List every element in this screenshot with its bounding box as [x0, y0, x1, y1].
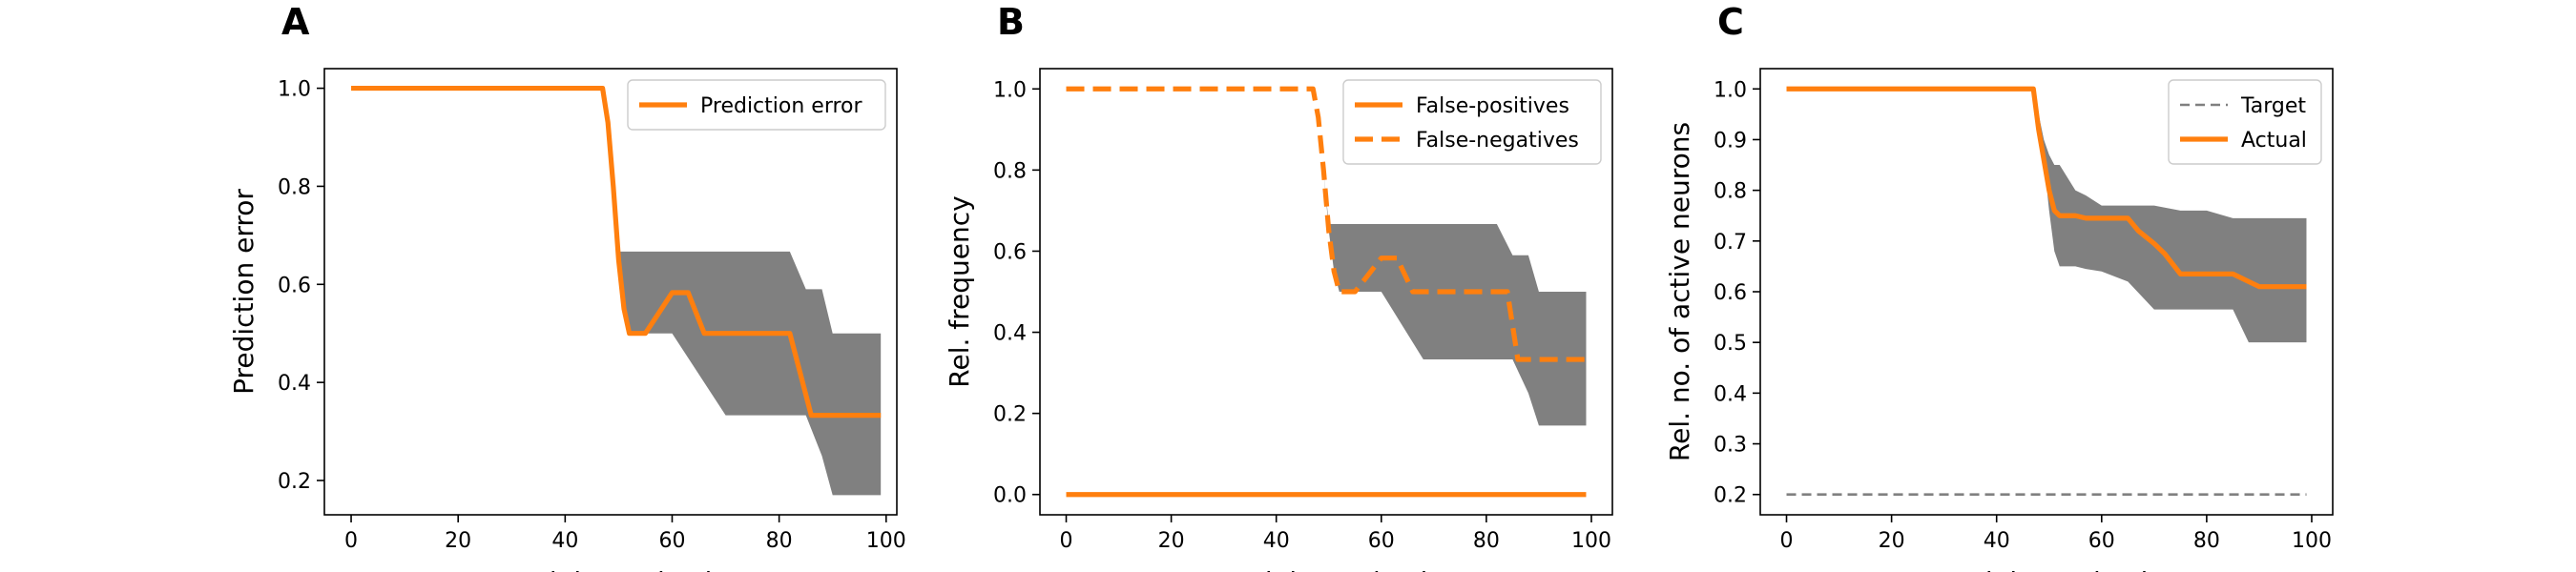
- y-tick-label: 0.0: [993, 484, 1027, 508]
- x-tick-label: 60: [1368, 529, 1395, 553]
- x-tick-label: 80: [2193, 529, 2220, 553]
- panel-letter: A: [281, 1, 310, 43]
- x-tick-label: 40: [551, 529, 578, 553]
- legend: Target Actual: [2168, 79, 2322, 165]
- variability-band: [1066, 89, 1587, 426]
- y-tick-label: 0.9: [1714, 129, 1747, 153]
- y-tick-label: 0.3: [1714, 434, 1747, 458]
- x-tick-label: 80: [1473, 529, 1500, 553]
- variability-band: [351, 88, 882, 496]
- legend-box: [1342, 79, 1602, 165]
- y-tick-label: 1.0: [993, 78, 1027, 102]
- x-tick-label: 100: [2292, 529, 2332, 553]
- y-tick-label: 0.6: [278, 274, 311, 297]
- axes-frame: [1039, 68, 1613, 516]
- legend-box: [2168, 79, 2322, 165]
- series-line-false-negatives: [1066, 86, 1587, 362]
- x-tick-label: 0: [1780, 529, 1794, 553]
- variability-band: [1786, 89, 2307, 343]
- x-tick-label: 20: [1879, 529, 1905, 553]
- chart-panel-a: 0 20 40 60 80 100 0.2 0.4 0.6 0.8 1.0 # Training Ep…: [228, 1, 906, 572]
- y-tick-label: 0.4: [993, 322, 1027, 346]
- y-tick-label: 1.0: [278, 78, 311, 102]
- y-axis-label: Rel. no. of active neurons: [1664, 122, 1695, 461]
- legend-label: Target: [2240, 94, 2306, 118]
- x-tick-label: 100: [866, 529, 906, 553]
- y-tick-label: 0.8: [278, 175, 311, 199]
- y-tick-label: 0.5: [1714, 332, 1747, 356]
- y-tick-label: 0.4: [278, 372, 311, 396]
- y-tick-label: 0.8: [993, 159, 1027, 183]
- y-tick-label: 1.0: [1714, 78, 1747, 102]
- x-tick-label: 80: [766, 529, 793, 553]
- series-line-prediction-error: [351, 85, 882, 419]
- legend: Prediction error: [627, 79, 886, 131]
- x-tick-label: 100: [1571, 529, 1611, 553]
- chart-panel-c: 0 20 40 60 80 100 0.2 0.3 0.4 0.5 0.6 0.7 0.8 0.9 1.0 #…: [1664, 1, 2334, 572]
- y-tick-label: 0.2: [993, 403, 1027, 427]
- y-tick-label: 0.2: [1714, 484, 1747, 508]
- x-tick-label: 20: [1158, 529, 1185, 553]
- legend: False-positives False-negatives: [1342, 79, 1602, 165]
- x-tick-label: 40: [1263, 529, 1290, 553]
- y-tick-label: 0.4: [1714, 382, 1747, 406]
- legend-box: [627, 79, 886, 131]
- series-line-actual: [1786, 86, 2307, 290]
- legend-label: Prediction error: [700, 94, 862, 118]
- legend-label: False-negatives: [1416, 129, 1579, 153]
- x-axis-label: # Training Episodes: [1915, 566, 2178, 572]
- x-tick-label: 0: [1060, 529, 1073, 553]
- x-axis-label: # Training Episodes: [1195, 566, 1458, 572]
- y-tick-label: 0.2: [278, 470, 311, 494]
- y-tick-label: 0.8: [1714, 180, 1747, 204]
- legend-label: False-positives: [1416, 94, 1569, 118]
- x-tick-label: 60: [658, 529, 685, 553]
- x-tick-label: 40: [1984, 529, 2010, 553]
- y-tick-label: 0.6: [993, 240, 1027, 264]
- chart-panel-b: 0 20 40 60 80 100 0.0 0.2 0.4 0.6 0.8 1.0 # Training…: [944, 1, 1613, 572]
- x-tick-label: 20: [445, 529, 471, 553]
- x-tick-label: 0: [344, 529, 358, 553]
- axes-frame: [323, 68, 898, 516]
- panel-letter: C: [1717, 1, 1744, 43]
- legend-label: Actual: [2241, 129, 2307, 153]
- y-axis-label: Prediction error: [228, 189, 260, 395]
- panel-letter: B: [997, 1, 1025, 43]
- x-tick-label: 60: [2088, 529, 2115, 553]
- y-axis-label: Rel. frequency: [944, 195, 975, 387]
- y-tick-label: 0.6: [1714, 281, 1747, 305]
- x-axis-label: # Training Episodes: [479, 566, 742, 572]
- y-tick-label: 0.7: [1714, 231, 1747, 255]
